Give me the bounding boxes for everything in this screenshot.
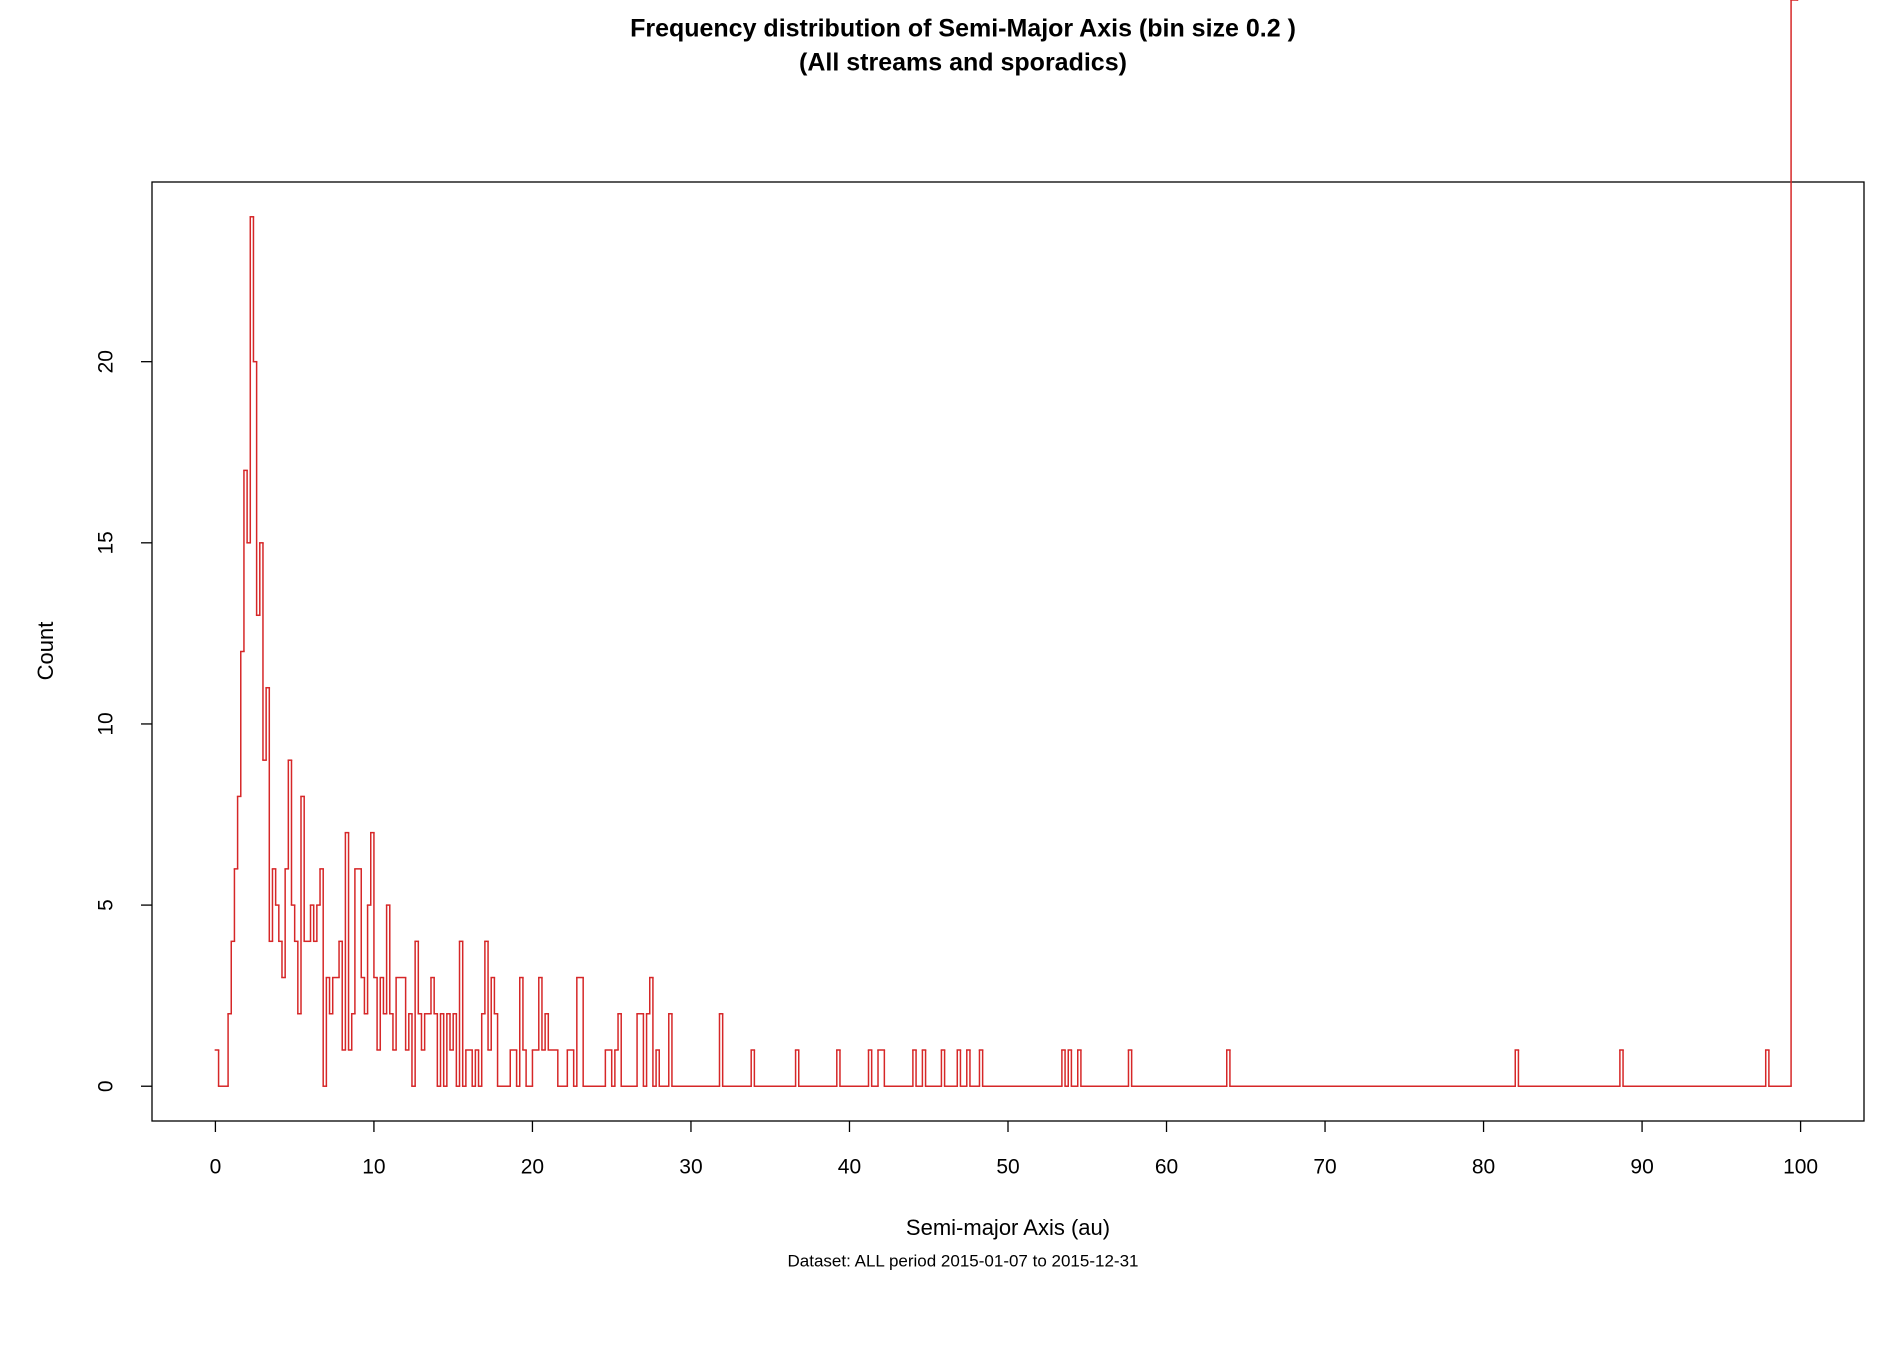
y-tick-label: 0: [95, 1080, 118, 1092]
x-tick-label: 40: [838, 1156, 861, 1179]
caption: Dataset: ALL period 2015-01-07 to 2015-1…: [788, 1251, 1139, 1270]
x-tick-label: 10: [362, 1156, 385, 1179]
y-tick-label: 10: [95, 712, 118, 735]
x-tick-label: 70: [1313, 1156, 1336, 1179]
plot-box: [151, 181, 1865, 1122]
chart-subtitle: (All streams and sporadics): [799, 49, 1127, 77]
y-tick-label: 5: [95, 899, 118, 911]
y-axis-label: Count: [33, 622, 58, 681]
x-axis-label: Semi-major Axis (au): [906, 1215, 1110, 1240]
x-tick-label: 50: [996, 1156, 1019, 1179]
x-tick-label: 60: [1155, 1156, 1178, 1179]
y-tick-label: 20: [95, 350, 118, 373]
y-tick-label: 15: [95, 531, 118, 554]
x-tick-label: 0: [210, 1156, 222, 1179]
x-tick-label: 100: [1783, 1156, 1818, 1179]
x-tick-label: 90: [1630, 1156, 1653, 1179]
x-tick-label: 20: [521, 1156, 544, 1179]
x-tick-label: 30: [679, 1156, 702, 1179]
chart-title: Frequency distribution of Semi-Major Axi…: [630, 15, 1296, 43]
x-tick-label: 80: [1472, 1156, 1495, 1179]
